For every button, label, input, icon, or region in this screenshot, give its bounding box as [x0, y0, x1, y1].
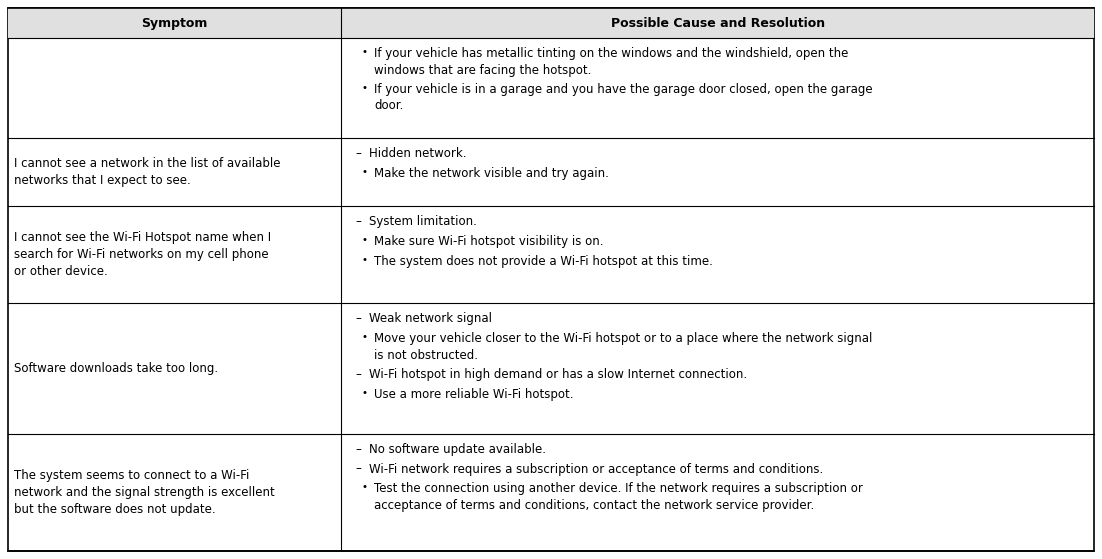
Text: Make sure Wi-Fi hotspot visibility is on.: Make sure Wi-Fi hotspot visibility is on…: [375, 235, 604, 248]
Text: Test the connection using another device. If the network requires a subscription: Test the connection using another device…: [375, 482, 863, 512]
Text: –: –: [356, 215, 361, 228]
Text: Software downloads take too long.: Software downloads take too long.: [14, 362, 218, 375]
Text: Use a more reliable Wi-Fi hotspot.: Use a more reliable Wi-Fi hotspot.: [375, 388, 574, 401]
Text: –: –: [356, 312, 361, 325]
Text: Hidden network.: Hidden network.: [369, 148, 467, 160]
Text: •: •: [361, 167, 367, 177]
Text: The system does not provide a Wi-Fi hotspot at this time.: The system does not provide a Wi-Fi hots…: [375, 254, 713, 268]
Text: System limitation.: System limitation.: [369, 215, 477, 228]
Text: Wi-Fi network requires a subscription or acceptance of terms and conditions.: Wi-Fi network requires a subscription or…: [369, 462, 823, 476]
Text: •: •: [361, 47, 367, 57]
Text: I cannot see a network in the list of available
networks that I expect to see.: I cannot see a network in the list of av…: [14, 157, 281, 187]
Text: •: •: [361, 482, 367, 492]
Text: •: •: [361, 83, 367, 93]
Text: Wi-Fi hotspot in high demand or has a slow Internet connection.: Wi-Fi hotspot in high demand or has a sl…: [369, 368, 747, 381]
Text: Move your vehicle closer to the Wi-Fi hotspot or to a place where the network si: Move your vehicle closer to the Wi-Fi ho…: [375, 332, 873, 362]
Text: No software update available.: No software update available.: [369, 443, 547, 456]
Text: •: •: [361, 254, 367, 264]
Text: •: •: [361, 235, 367, 245]
Text: Possible Cause and Resolution: Possible Cause and Resolution: [611, 17, 824, 30]
Text: Make the network visible and try again.: Make the network visible and try again.: [375, 167, 609, 181]
Bar: [8, 8, 1094, 38]
Text: –: –: [356, 443, 361, 456]
Text: Symptom: Symptom: [141, 17, 208, 30]
Text: I cannot see the Wi-Fi Hotspot name when I
search for Wi-Fi networks on my cell : I cannot see the Wi-Fi Hotspot name when…: [14, 231, 271, 278]
Text: The system seems to connect to a Wi-Fi
network and the signal strength is excell: The system seems to connect to a Wi-Fi n…: [14, 469, 274, 516]
Text: –: –: [356, 148, 361, 160]
Text: –: –: [356, 462, 361, 476]
Text: –: –: [356, 368, 361, 381]
Text: If your vehicle is in a garage and you have the garage door closed, open the gar: If your vehicle is in a garage and you h…: [375, 83, 873, 112]
Text: If your vehicle has metallic tinting on the windows and the windshield, open the: If your vehicle has metallic tinting on …: [375, 47, 849, 77]
Text: •: •: [361, 332, 367, 342]
Text: •: •: [361, 388, 367, 398]
Text: Weak network signal: Weak network signal: [369, 312, 493, 325]
